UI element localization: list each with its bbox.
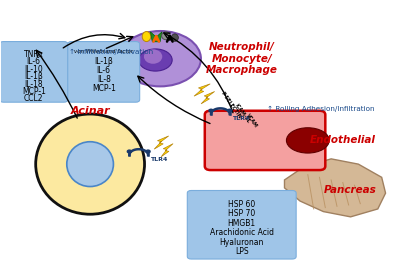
Text: IL-1β: IL-1β	[94, 57, 113, 66]
Polygon shape	[284, 159, 386, 217]
Text: MCP-1: MCP-1	[22, 87, 46, 96]
Text: Neutrophil/
Monocyte/
Macrophage: Neutrophil/ Monocyte/ Macrophage	[206, 42, 278, 75]
Ellipse shape	[67, 142, 114, 187]
Text: CCL2: CCL2	[24, 94, 44, 103]
Polygon shape	[201, 91, 215, 104]
Polygon shape	[194, 84, 210, 96]
Polygon shape	[161, 144, 173, 157]
Polygon shape	[150, 32, 162, 42]
Text: Pancreas: Pancreas	[324, 186, 377, 196]
Text: IL-18: IL-18	[24, 80, 43, 89]
Text: IL-6: IL-6	[27, 57, 41, 66]
Text: TLR4: TLR4	[232, 116, 249, 121]
Ellipse shape	[162, 32, 170, 40]
Ellipse shape	[144, 49, 162, 64]
Text: MCP-1: MCP-1	[92, 84, 116, 93]
FancyBboxPatch shape	[0, 42, 68, 102]
Polygon shape	[154, 136, 169, 149]
Text: IL-10: IL-10	[24, 65, 43, 74]
Circle shape	[127, 150, 132, 153]
FancyBboxPatch shape	[68, 42, 140, 102]
Text: P-SELECTIN: P-SELECTIN	[220, 90, 242, 119]
Circle shape	[146, 150, 150, 153]
Text: von Willebrand factor: von Willebrand factor	[74, 49, 133, 54]
Ellipse shape	[142, 32, 151, 42]
Text: LPS: LPS	[235, 247, 248, 256]
Circle shape	[209, 109, 213, 112]
Circle shape	[228, 109, 232, 112]
Text: Endothelial: Endothelial	[310, 135, 376, 145]
Text: ↑ Rolling Adhesion/Infiltration: ↑ Rolling Adhesion/Infiltration	[267, 106, 374, 112]
Circle shape	[119, 31, 201, 86]
Text: IL-6: IL-6	[97, 66, 111, 75]
Ellipse shape	[139, 49, 172, 71]
FancyBboxPatch shape	[205, 111, 325, 170]
Text: VCAM: VCAM	[246, 113, 259, 129]
Ellipse shape	[171, 34, 178, 41]
Text: ICAM-1L: ICAM-1L	[233, 103, 250, 124]
Text: Arachidonic Acid: Arachidonic Acid	[210, 228, 274, 237]
Ellipse shape	[36, 114, 144, 214]
Text: TNFα: TNFα	[24, 50, 44, 59]
FancyBboxPatch shape	[187, 191, 296, 259]
Text: ↑ Infiltration/Activation: ↑ Infiltration/Activation	[70, 49, 154, 55]
Text: HSP 60: HSP 60	[228, 200, 255, 209]
Ellipse shape	[286, 128, 329, 153]
Text: HMGB1: HMGB1	[228, 219, 256, 228]
Text: IL-8: IL-8	[97, 75, 111, 84]
Text: Hyaluronan: Hyaluronan	[220, 238, 264, 247]
Text: TLR4: TLR4	[150, 157, 167, 162]
Text: IL-1β: IL-1β	[24, 72, 43, 81]
Text: HSP 70: HSP 70	[228, 209, 255, 218]
Text: Acinar: Acinar	[70, 106, 110, 116]
